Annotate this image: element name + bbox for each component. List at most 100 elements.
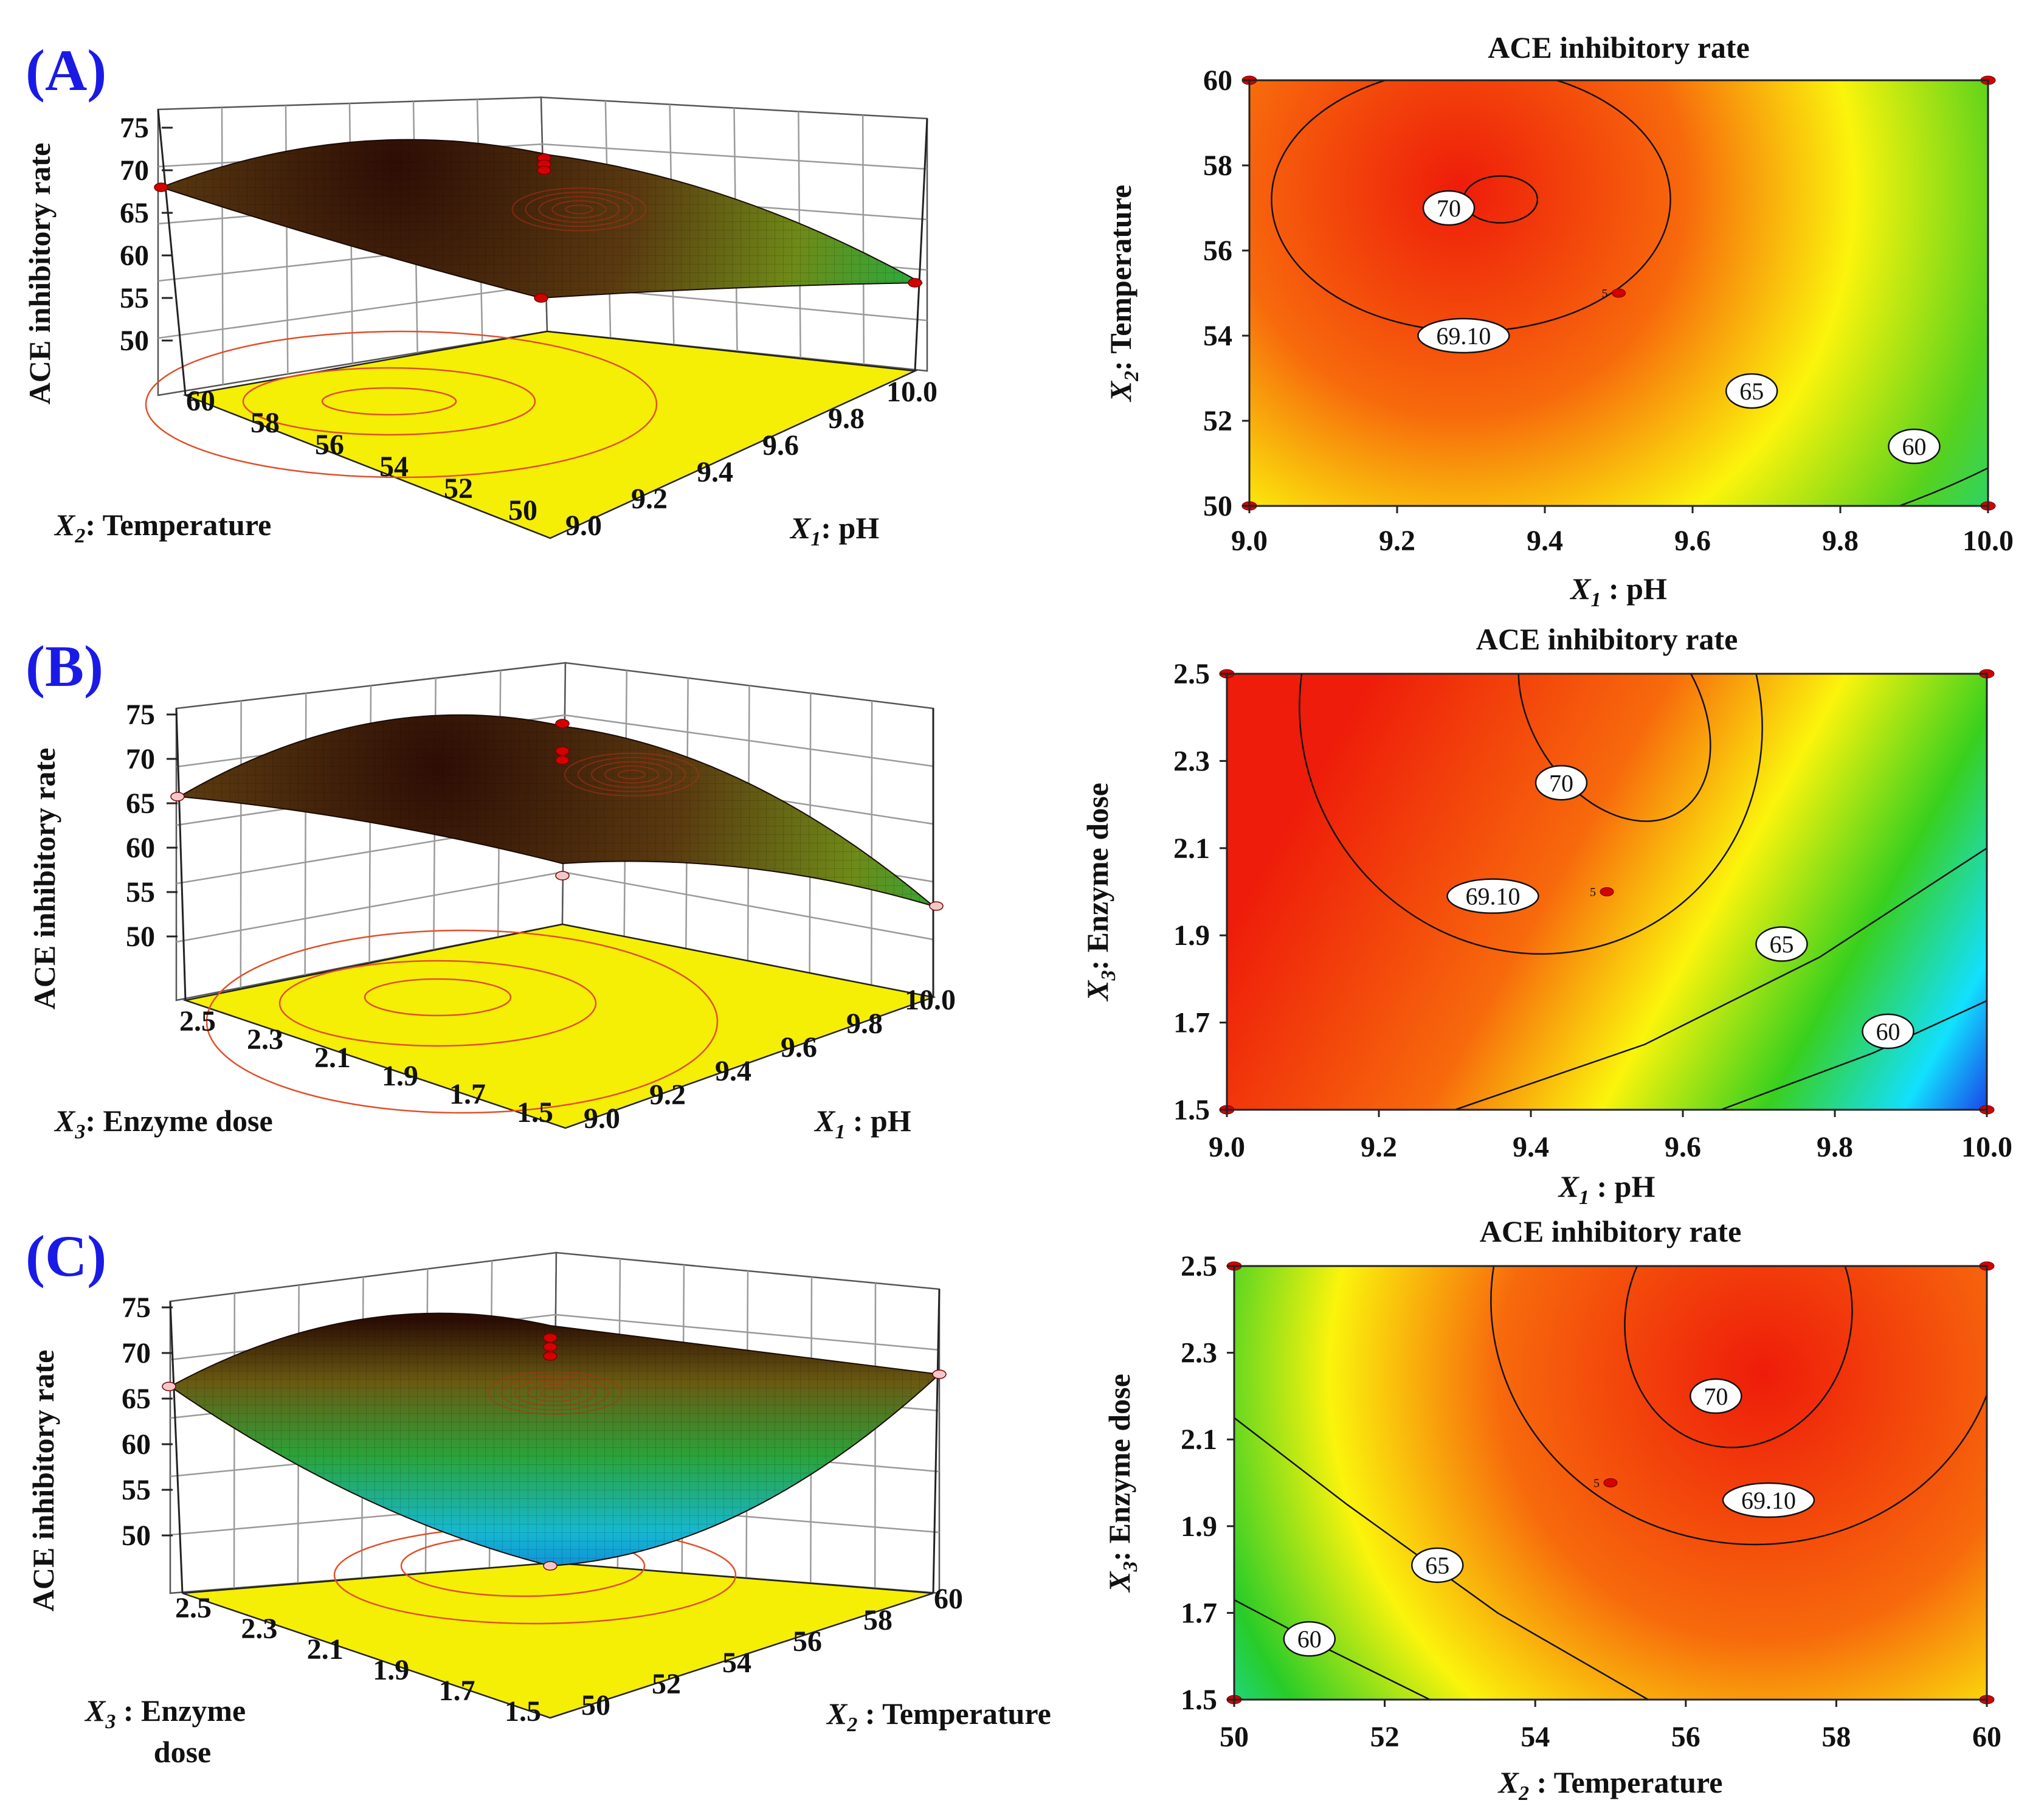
design-point: [154, 182, 168, 192]
y-tick-label: 9.4: [715, 1055, 751, 1087]
contour-plot-1: 70 69.10 65 60 5 ACE inhibitory rate 9.0 9.2 9.4…: [1103, 30, 2014, 611]
contour-plot-2: 70 69.10 65 60 5 ACE inhibitory rate 9.0 9.2 9.4…: [1080, 622, 2012, 1209]
contour-label-1: 70: [1422, 190, 1476, 226]
contour-label-bubble: [1422, 190, 1476, 226]
center-design-point: [1612, 288, 1626, 298]
surface-peak-ring: [604, 765, 659, 784]
wall-grid-line: [176, 871, 564, 943]
z-tick-label: 60: [126, 832, 155, 864]
y-tick-label: 9.0: [565, 510, 602, 542]
z-tick-label: 60: [122, 1428, 151, 1461]
x-tick-label: 54: [379, 451, 409, 483]
contour-label-text: 70: [1704, 1383, 1728, 1410]
contour-label-2: 69.10: [1446, 878, 1539, 914]
x-tick-label: 2.1: [307, 1633, 344, 1666]
surface-peak-ring: [618, 769, 646, 780]
chart-title: ACE inhibitory rate: [1488, 30, 1750, 64]
x-tick-label: 50: [508, 494, 537, 527]
surface-peak-ring: [540, 1388, 569, 1398]
x-tick-label: 10.0: [1961, 1131, 2012, 1163]
x-tick-label: 2.5: [179, 1005, 216, 1037]
y-tick-label: 9.6: [762, 429, 799, 462]
floor-contour: [205, 929, 719, 1114]
x-tick-label: 9.8: [1822, 525, 1859, 557]
contour-line-2: [1299, 674, 1763, 955]
y-axis-label: X2 : Temperature: [826, 1697, 1051, 1736]
z-tick-label: 55: [122, 1474, 151, 1506]
x-axis-label-line2: dose: [154, 1735, 211, 1769]
x-tick-label: 54: [1521, 1721, 1550, 1753]
contour-label-bubble: [1283, 1621, 1336, 1657]
contour-label-3: 65: [1755, 926, 1808, 962]
z-tick-label: 70: [122, 1337, 151, 1369]
y-tick-label: 1.9: [1173, 919, 1210, 952]
x-tick-label: 52: [1370, 1721, 1400, 1753]
y-tick-label: 58: [863, 1604, 892, 1636]
x-axis-label: X1 : pH: [1569, 572, 1667, 611]
x-tick-label: 1.5: [505, 1695, 541, 1728]
contour-label-4: 60: [1888, 428, 1941, 465]
surface-peak-ring: [500, 1375, 609, 1411]
y-tick-label: 9.2: [631, 483, 668, 515]
z-tick-label: 50: [120, 325, 149, 357]
x-tick-label: 1.5: [517, 1096, 553, 1129]
contour-line-3: [1454, 847, 1987, 1110]
chart-title: ACE inhibitory rate: [1476, 622, 1738, 656]
design-point-count: 5: [1593, 1477, 1600, 1490]
z-axis-label: ACE inhibitory rate: [26, 1350, 60, 1612]
wall-grid-line: [562, 871, 934, 941]
z-tick-label: 75: [126, 699, 155, 731]
y-tick-label: 9.2: [649, 1079, 686, 1111]
floor-contour: [145, 330, 658, 479]
contour-label-bubble: [1862, 1013, 1914, 1050]
z-tick-label: 70: [126, 743, 155, 775]
plot-frame: [1248, 79, 1989, 507]
wall-grid-line: [285, 105, 289, 375]
surface-mesh: [161, 139, 921, 298]
center-design-point: [1603, 1478, 1618, 1487]
y-tick-label: 56: [1203, 235, 1232, 267]
x-axis-label: X1 : pH: [1558, 1169, 1655, 1209]
surface-mesh: [170, 1313, 939, 1566]
contour-label-bubble: [1755, 926, 1808, 962]
z-axis-line: [169, 1301, 184, 1594]
y-axis-label: X3: Enzyme dose: [1080, 783, 1120, 1002]
yellow-floor: [182, 923, 936, 1129]
x-tick-label: 9.6: [1665, 1131, 1701, 1163]
contour-label-1: 70: [1535, 765, 1588, 801]
design-point: [543, 1561, 558, 1571]
surface-plot-3: (C) 50 55 60 65 70 75 ACE inhibitory rate 2.5 2.3…: [26, 1223, 1051, 1769]
chart-title: ACE inhibitory rate: [1480, 1214, 1742, 1248]
contour-label-4: 60: [1283, 1621, 1336, 1657]
design-point: [555, 719, 570, 728]
contour-label-text: 69.10: [1466, 883, 1521, 910]
wall-grid-line: [157, 283, 547, 339]
contour-label-text: 65: [1425, 1552, 1449, 1579]
surface-peak-ring: [538, 196, 620, 223]
surface-peak-ring: [578, 756, 686, 792]
x-tick-label: 9.4: [1513, 1131, 1549, 1163]
wall-grid-line: [221, 107, 224, 385]
contour-label-text: 60: [1876, 1018, 1901, 1045]
y-tick-label: 1.9: [1181, 1510, 1217, 1543]
y-tick-label: 2.1: [1181, 1424, 1217, 1456]
surface-peak-ring: [551, 200, 607, 219]
z-tick-label: 60: [120, 240, 149, 272]
x-tick-label: 60: [1972, 1721, 2001, 1753]
contour-label-bubble: [1722, 1482, 1815, 1518]
y-tick-label: 50: [1203, 490, 1232, 522]
y-tick-label: 1.5: [1181, 1684, 1217, 1716]
contour-line-2: [1490, 1266, 1987, 1546]
y-tick-label: 54: [1203, 320, 1232, 352]
contour-label-text: 65: [1770, 931, 1794, 958]
x-tick-label: 2.3: [241, 1613, 277, 1645]
surface-peak-ring: [565, 204, 593, 215]
x-tick-label: 1.7: [439, 1675, 475, 1707]
panel-label: (A): [26, 38, 106, 103]
yellow-floor: [182, 1562, 934, 1719]
surface-peak-ring: [564, 752, 699, 797]
y-axis-label: X2: Temperature: [1103, 185, 1143, 403]
x-axis-label: X3: Enzyme dose: [54, 1104, 273, 1143]
y-tick-label: 9.0: [584, 1102, 620, 1135]
x-tick-label: 9.0: [1209, 1131, 1245, 1163]
